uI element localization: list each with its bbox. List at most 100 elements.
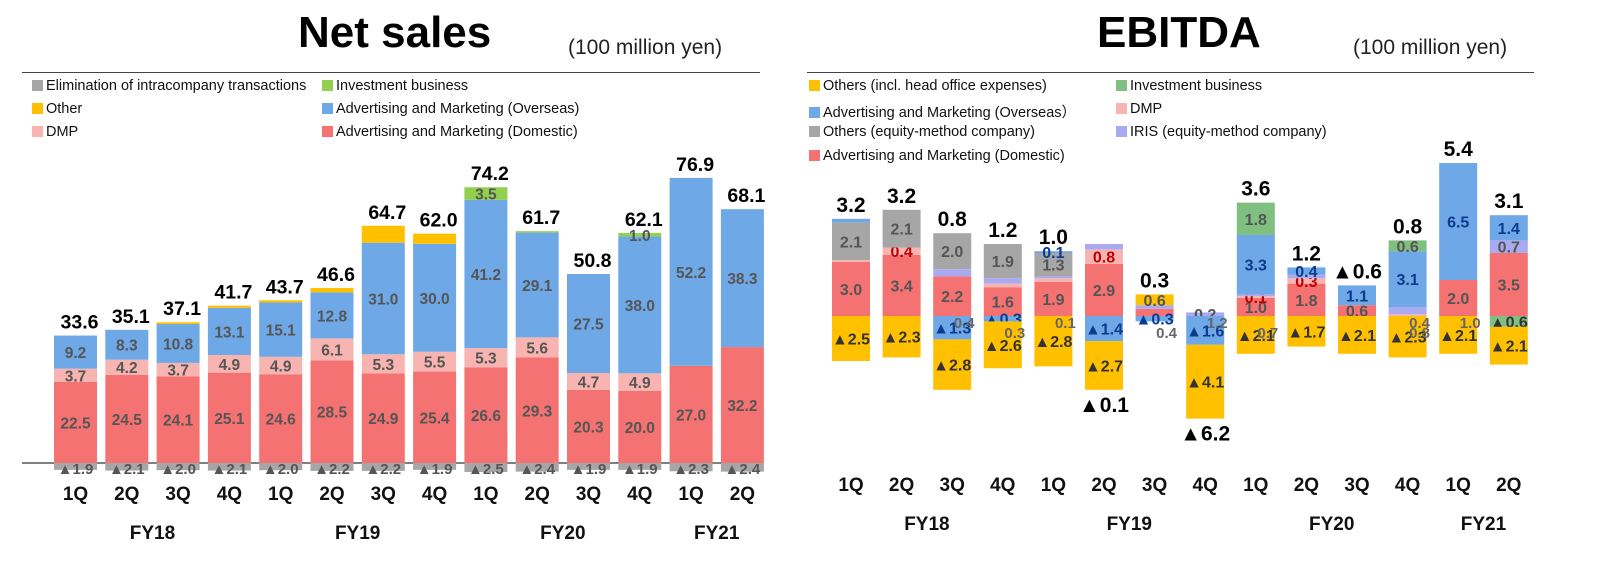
- ebitda-bar-segment: [933, 276, 972, 316]
- net-sales-group-label: FY21: [694, 523, 740, 544]
- ebitda-legend-swatch: [1116, 80, 1127, 91]
- net-sales-bar-segment: [54, 382, 97, 463]
- net-sales-bar-segment: [54, 335, 97, 369]
- net-sales-data-label: 26.6: [471, 408, 502, 425]
- net-sales-data-label: 29.3: [522, 403, 553, 420]
- ebitda-bar-segment: [1489, 316, 1528, 327]
- ebitda-small-data-label: 1.2: [1207, 315, 1228, 332]
- net-sales-bar-segment: [413, 351, 457, 372]
- net-sales-elimination-label: ▲2.0: [263, 461, 299, 478]
- ebitda-bar-segment: [1085, 316, 1123, 342]
- net-sales-unit: (100 million yen): [568, 36, 723, 59]
- net-sales-bar-segment: [105, 374, 149, 463]
- ebitda-total-label: 1.0: [1039, 226, 1068, 249]
- ebitda-legend-item: Investment business: [1116, 78, 1262, 94]
- ebitda-data-label: 0.6: [1396, 239, 1418, 256]
- ebitda-bar-segment: [1085, 244, 1123, 250]
- ebitda-unit: (100 million yen): [1353, 36, 1508, 59]
- net-sales-total-label: 76.9: [676, 154, 714, 176]
- net-sales-data-label: 15.1: [266, 323, 297, 340]
- net-sales-bar-segment: [567, 389, 610, 463]
- net-sales-elimination-bar: [669, 463, 713, 472]
- ebitda-x-tick-label: 2Q: [889, 475, 914, 496]
- ebitda-data-label: 3.4: [890, 278, 912, 295]
- net-sales-data-label: 3.7: [167, 363, 189, 380]
- net-sales-legend-item: Advertising and Marketing (Domestic): [322, 124, 578, 140]
- ebitda-legend-swatch: [809, 80, 820, 91]
- ebitda-x-tick-label: 4Q: [1395, 475, 1420, 496]
- ebitda-legend-swatch: [809, 150, 820, 161]
- net-sales-panel: Net sales (100 million yen) Elimination …: [0, 0, 790, 573]
- net-sales-bar-segment: [156, 324, 200, 363]
- ebitda-bar-segment: [1186, 316, 1225, 345]
- ebitda-data-label: 1.0: [1245, 300, 1267, 317]
- ebitda-bar-segment: [1135, 294, 1174, 306]
- ebitda-total-label: 3.1: [1494, 190, 1524, 213]
- net-sales-legend-item: Elimination of intracompany transactions: [32, 78, 306, 94]
- ebitda-small-data-label: 0.8: [1409, 325, 1430, 342]
- ebitda-x-tick-label: 2Q: [1496, 475, 1521, 496]
- net-sales-legend-swatch: [32, 126, 43, 137]
- ebitda-data-label: ▲1.6: [1186, 323, 1224, 340]
- ebitda-bar-segment: [832, 260, 870, 262]
- ebitda-bar-segment: [1085, 263, 1123, 316]
- net-sales-total-label: 37.1: [163, 298, 201, 320]
- ebitda-legend-item: DMP: [1116, 101, 1162, 117]
- ebitda-bar-segment: [1439, 163, 1478, 280]
- net-sales-bar-segment: [618, 391, 662, 463]
- net-sales-elimination-label: ▲1.9: [417, 461, 453, 478]
- ebitda-legend-swatch: [1116, 126, 1127, 137]
- ebitda-data-label: ▲4.1: [1186, 375, 1224, 392]
- net-sales-bar-segment: [310, 338, 354, 361]
- net-sales-group-label: FY20: [540, 523, 585, 544]
- net-sales-bar-segment: [310, 288, 354, 293]
- net-sales-data-label: 27.5: [573, 317, 604, 334]
- ebitda-data-label: 1.3: [1042, 258, 1064, 275]
- net-sales-x-tick-label: 1Q: [63, 484, 88, 505]
- ebitda-bar-segment: [1034, 251, 1073, 253]
- net-sales-elimination-label: ▲2.0: [160, 461, 196, 478]
- ebitda-data-label: ▲1.7: [1287, 324, 1325, 341]
- net-sales-bar-segment: [515, 231, 559, 233]
- net-sales-bar-segment: [515, 357, 559, 463]
- net-sales-bar-segment: [156, 322, 200, 325]
- ebitda-total-label: ▲6.2: [1180, 423, 1230, 446]
- ebitda-x-tick-label: 4Q: [1193, 475, 1218, 496]
- ebitda-data-label: ▲2.1: [1338, 328, 1376, 345]
- ebitda-data-label: 3.3: [1245, 258, 1267, 275]
- ebitda-small-data-label: 0.4: [1409, 315, 1431, 332]
- net-sales-title: Net sales: [298, 8, 492, 57]
- net-sales-data-label: 28.5: [317, 405, 348, 422]
- ebitda-data-label: ▲1.4: [1085, 322, 1123, 339]
- ebitda-bar-segment: [1236, 316, 1275, 354]
- net-sales-total-label: 62.0: [420, 210, 458, 232]
- net-sales-data-label: 5.3: [373, 357, 395, 374]
- ebitda-group-label: FY18: [904, 514, 949, 535]
- net-sales-bar-segment: [464, 367, 508, 463]
- ebitda-bar-segment: [1135, 316, 1174, 322]
- net-sales-legend-label: Investment business: [336, 78, 469, 94]
- net-sales-x-tick-label: 2Q: [319, 484, 344, 505]
- net-sales-x-tick-label: 1Q: [678, 484, 703, 505]
- net-sales-elimination-bar: [310, 463, 354, 471]
- ebitda-data-label: 1.9: [992, 254, 1014, 271]
- ebitda-bar-segment: [832, 222, 870, 261]
- net-sales-data-label: 32.2: [727, 398, 757, 415]
- ebitda-bar-segment: [832, 316, 870, 361]
- ebitda-bar-segment: [1236, 202, 1275, 235]
- ebitda-total-label: 0.8: [1393, 215, 1423, 238]
- ebitda-bar-segment: [933, 316, 972, 340]
- net-sales-data-label: 52.2: [676, 265, 706, 282]
- ebitda-data-label: 0.8: [1093, 250, 1115, 267]
- ebitda-bar-segment: [1186, 344, 1225, 419]
- net-sales-total-label: 64.7: [368, 202, 406, 224]
- ebitda-small-data-label: 1.0: [1460, 315, 1481, 332]
- net-sales-data-label: 5.6: [526, 340, 548, 357]
- ebitda-bar-segment: [933, 269, 972, 277]
- ebitda-bar-segment: [1489, 215, 1528, 241]
- net-sales-bar-segment: [361, 354, 405, 374]
- net-sales-bar-segment: [669, 365, 713, 463]
- ebitda-bar-segment: [933, 339, 972, 390]
- ebitda-small-data-label: 0.7: [1257, 325, 1278, 342]
- net-sales-bar-segment: [207, 305, 251, 308]
